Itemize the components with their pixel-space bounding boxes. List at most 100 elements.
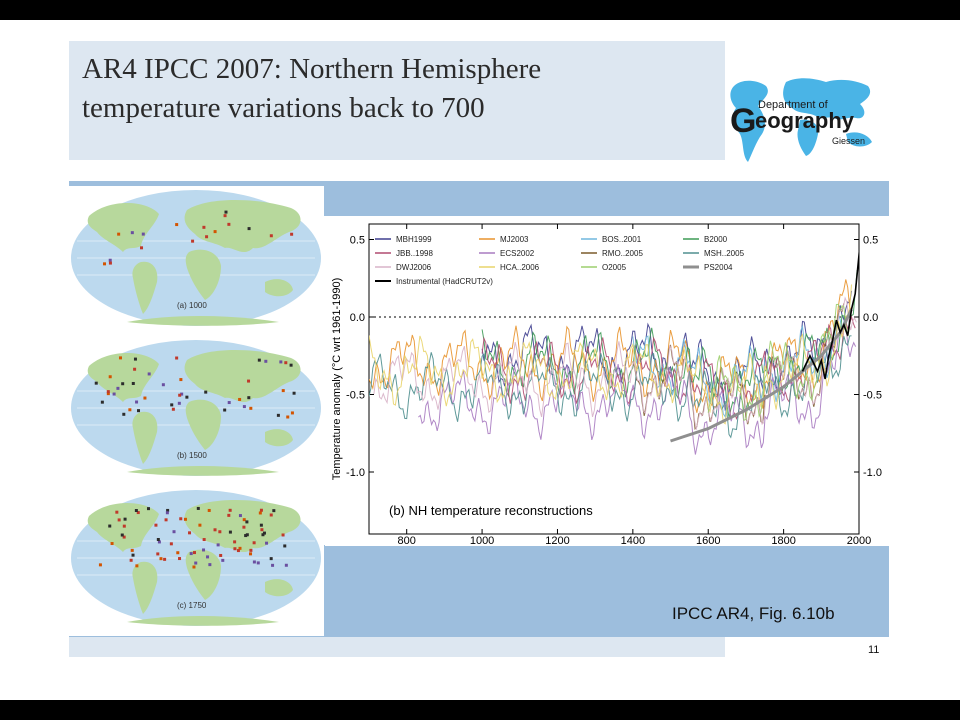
proxy-site-marker [227,513,231,517]
map-land-africa [185,249,221,300]
proxy-site-marker [258,511,262,515]
map-panel: (b) 1500 [71,340,321,476]
proxy-site-marker [249,552,253,556]
proxy-site-marker [135,564,139,568]
proxy-site-marker [106,390,110,394]
proxy-location-maps: (a) 1000 (b) 1500 (c) 1750 [69,186,324,636]
geography-logo: Department of G eography Giessen [730,78,872,162]
proxy-site-marker [176,551,180,555]
x-tick-label: 1200 [545,535,569,546]
map-land-australia [265,429,293,447]
proxy-site-marker [193,551,197,555]
proxy-site-marker [247,227,251,231]
legend-label: PS2004 [704,263,733,272]
proxy-site-marker [183,517,187,521]
proxy-site-marker [247,379,251,383]
proxy-site-marker [276,413,280,417]
proxy-site-marker [252,560,256,564]
map-land-eurasia [184,350,301,403]
proxy-site-marker [122,524,126,528]
proxy-site-marker [121,382,125,386]
legend-label: DWJ2006 [396,263,432,272]
logo-giessen-text: Giessen [832,136,865,146]
proxy-site-marker [129,558,133,562]
proxy-site-marker [252,541,256,545]
map-label: (c) 1750 [177,601,207,610]
proxy-site-marker [164,518,168,522]
proxy-site-marker [100,400,104,404]
proxy-site-marker [208,563,212,567]
proxy-site-marker [191,239,195,243]
proxy-site-marker [134,509,138,513]
chart-annotation: (b) NH temperature reconstructions [389,503,593,518]
proxy-site-marker [259,523,263,527]
proxy-site-marker [131,381,135,385]
proxy-site-marker [178,557,182,561]
proxy-site-marker [128,408,132,412]
proxy-site-marker [228,508,232,512]
series-line [418,323,857,455]
proxy-site-marker [120,533,124,537]
proxy-site-marker [233,547,237,551]
proxy-site-marker [171,407,175,411]
proxy-site-marker [265,541,269,545]
proxy-site-marker [269,234,273,238]
y-tick-label-left: 0.0 [350,312,365,324]
x-tick-label: 2000 [847,535,871,546]
proxy-site-marker [242,518,246,522]
proxy-site-marker [227,401,231,405]
proxy-site-marker [238,514,242,518]
proxy-site-marker [118,356,122,360]
proxy-site-marker [189,552,193,556]
proxy-site-marker [202,225,206,229]
proxy-site-marker [169,542,173,546]
proxy-site-marker [180,392,184,396]
proxy-site-marker [133,367,137,371]
y-tick-label-left: -1.0 [346,467,365,479]
proxy-site-marker [247,396,251,400]
proxy-site-marker [218,530,222,534]
proxy-site-marker [140,246,144,250]
proxy-site-marker [137,409,141,413]
map-land-north-america [87,203,159,252]
proxy-site-marker [238,397,242,401]
proxy-site-marker [172,530,176,534]
map-land-africa [185,399,221,450]
proxy-site-marker [117,232,121,236]
proxy-site-marker [207,508,211,512]
x-tick-label: 1800 [771,535,795,546]
proxy-site-marker [224,210,228,214]
title-line-1: AR4 IPCC 2007: Northern Hemisphere [82,53,542,85]
legend-label: Instrumental (HadCRUT2v) [396,277,493,286]
proxy-site-marker [196,506,200,510]
proxy-site-marker [242,525,246,529]
legend-label: ECS2002 [500,249,535,258]
legend-label: MBH1999 [396,235,432,244]
proxy-site-marker [170,403,174,407]
proxy-site-marker [112,392,116,396]
map-label: (b) 1500 [177,451,207,460]
proxy-site-marker [117,518,121,522]
proxy-site-marker [238,546,242,550]
title-band [69,41,725,160]
proxy-site-marker [163,557,167,561]
proxy-site-marker [245,533,249,537]
proxy-site-marker [156,552,160,556]
proxy-site-marker [233,540,237,544]
figure-caption: IPCC AR4, Fig. 6.10b [672,604,835,623]
map-land-south-america [132,561,158,614]
legend-label: O2005 [602,263,627,272]
proxy-site-marker [279,360,283,364]
proxy-site-marker [159,557,163,561]
proxy-site-marker [179,517,183,521]
proxy-site-marker [249,406,253,410]
proxy-site-marker [165,511,169,515]
proxy-site-marker [206,555,210,559]
proxy-site-marker [115,510,119,514]
proxy-site-marker [131,553,135,557]
proxy-site-marker [122,535,126,539]
legend-label: BOS..2001 [602,235,642,244]
proxy-site-marker [257,358,261,362]
logo-department-text: Department of [758,99,829,111]
map-label: (a) 1000 [177,301,207,310]
